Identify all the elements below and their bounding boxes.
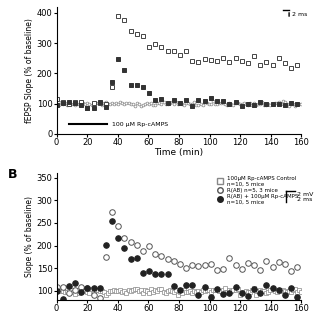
Text: 2 ms: 2 ms [297, 197, 312, 203]
Text: 100 μM Rp-cAMPS: 100 μM Rp-cAMPS [112, 122, 168, 127]
Text: 2 ms: 2 ms [292, 12, 308, 17]
Y-axis label: Slope (% of baseline): Slope (% of baseline) [25, 196, 34, 277]
Y-axis label: fEPSP Slope (% of baseline): fEPSP Slope (% of baseline) [25, 18, 34, 123]
X-axis label: Time (min): Time (min) [154, 148, 204, 157]
Text: 2 mV: 2 mV [297, 192, 313, 197]
Text: B: B [8, 168, 17, 181]
Legend: 100μM Rp-cAMPS Control
n=10, 5 mice, R(AB) n=5, 3 mice, R(AB) + 100μM Rp-cAMPS
n: 100μM Rp-cAMPS Control n=10, 5 mice, R(A… [214, 176, 299, 204]
